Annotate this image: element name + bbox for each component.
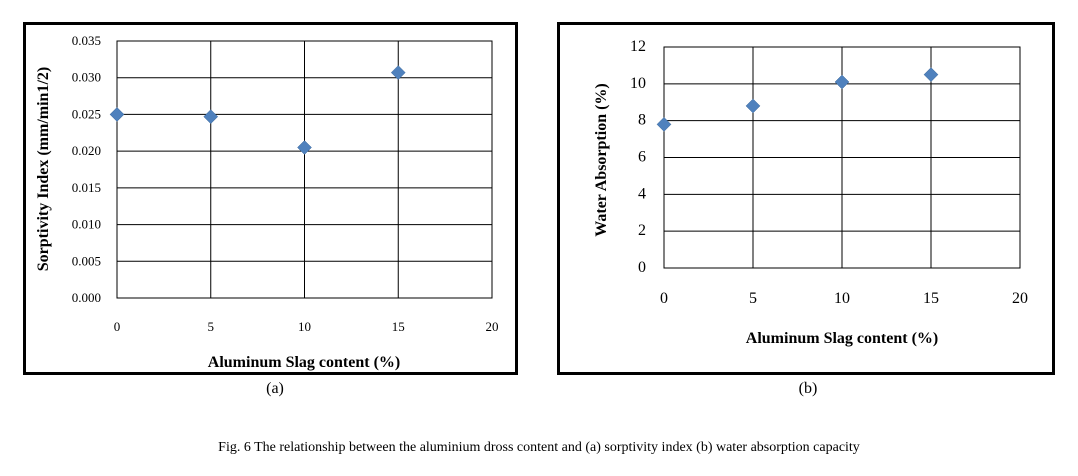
- y-tick-label: 8: [638, 112, 646, 129]
- x-tick-label: 0: [114, 319, 121, 334]
- plot-area-border: [663, 46, 1021, 269]
- y-tick-label: 4: [638, 185, 646, 202]
- water-absorption-chart: 0 2 4 6 8 10 12 0 5 10 15 20 Aluminum Slag content (…: [593, 38, 1028, 347]
- data-point-diamond: [203, 109, 219, 124]
- chart-panel-a: 0.000 0.005 0.010 0.015 0.020 0.025 0.030 0.035…: [23, 22, 518, 375]
- y-axis-title: Water Absorption (%): [593, 83, 610, 236]
- y-tick-label: 0.030: [72, 70, 101, 85]
- data-point-diamond: [390, 65, 406, 80]
- y-tick-label: 0.025: [72, 106, 101, 121]
- x-tick-label: 10: [834, 290, 850, 307]
- y-tick-label: 0.010: [72, 217, 101, 232]
- y-tick-label: 10: [630, 75, 646, 92]
- y-tick-label: 0: [638, 259, 646, 276]
- data-point-diamond: [297, 140, 312, 155]
- data-point-diamond: [109, 107, 125, 122]
- x-tick-label: 0: [660, 290, 668, 307]
- x-tick-label: 20: [1012, 290, 1028, 307]
- data-point-diamond: [656, 116, 672, 132]
- x-axis-title: Aluminum Slag content (%): [208, 354, 400, 371]
- y-tick-label: 0.035: [72, 33, 101, 48]
- x-tick-label: 15: [923, 290, 939, 307]
- subfigure-label-b: (b): [798, 380, 818, 397]
- x-tick-label: 10: [298, 319, 311, 334]
- x-tick-label: 5: [208, 319, 215, 334]
- y-tick-label: 0.020: [72, 143, 101, 158]
- y-axis-title: Sorptivity Index (mm/min1/2): [35, 67, 52, 271]
- data-point-diamond: [834, 74, 850, 90]
- data-point-diamond: [923, 67, 939, 82]
- x-tick-label: 15: [392, 319, 405, 334]
- subfigure-label-a: (a): [266, 380, 284, 397]
- figure-caption: Fig. 6 The relationship between the alum…: [218, 440, 860, 455]
- y-tick-label: 2: [638, 222, 646, 239]
- x-axis-title: Aluminum Slag content (%): [746, 330, 938, 347]
- x-tick-label: 5: [749, 290, 757, 307]
- y-tick-label: 0.015: [72, 180, 101, 195]
- y-tick-label: 0.000: [72, 290, 101, 305]
- y-tick-label: 0.005: [72, 253, 101, 268]
- chart-panel-b: 0 2 4 6 8 10 12 0 5 10 15 20 Aluminum Slag content (…: [557, 22, 1055, 375]
- y-tick-label: 12: [630, 38, 646, 55]
- data-point-diamond: [745, 98, 761, 114]
- y-tick-label: 6: [638, 149, 646, 166]
- x-tick-label: 20: [486, 319, 499, 334]
- plot-area-border: [116, 40, 493, 299]
- sorptivity-chart: 0.000 0.005 0.010 0.015 0.020 0.025 0.030 0.035…: [35, 33, 499, 371]
